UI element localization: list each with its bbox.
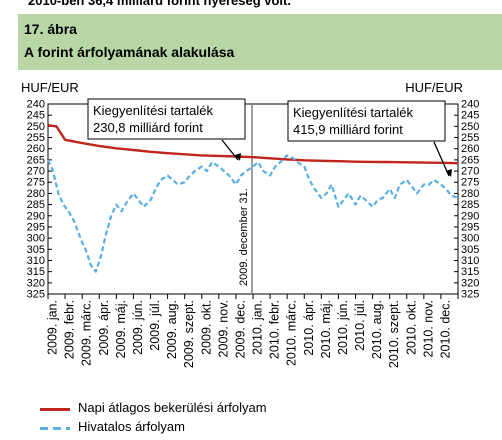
y-tick-label-left: 270 xyxy=(27,166,45,178)
x-tick-label: 2010. febr. xyxy=(268,300,282,359)
x-tick-label: 2010. dec. xyxy=(438,300,452,358)
x-tick-label: 2009. márc. xyxy=(80,300,94,366)
y-tick-label-left: 300 xyxy=(27,233,45,245)
year-end-marker: 2009. december 31. xyxy=(238,104,253,294)
y-tick-label-right: 265 xyxy=(461,154,479,166)
x-tick-label: 2010. nov. xyxy=(421,300,435,357)
annotation-box xyxy=(287,100,446,142)
x-tick-label: 2010. jún. xyxy=(336,300,350,355)
y-tick-label-left: 240 xyxy=(27,99,45,111)
x-axis: 2009. jan. 2009. febr. 2009. márc. 2009. áp… xyxy=(46,294,459,368)
y-tick-label-right: 245 xyxy=(461,110,479,122)
annotation-arrow xyxy=(433,141,450,177)
y-tick-label-left: 285 xyxy=(27,199,45,211)
y-axis-right: 2402452502552602652702752802852902953003… xyxy=(454,99,479,301)
y-tick-label-left: 275 xyxy=(27,177,45,189)
legend-item-napi-atlagos: Napi átlagos bekerülési árfolyam xyxy=(40,400,340,418)
x-tick-label: 2010. jan. xyxy=(251,300,265,355)
y-tick-label-left: 290 xyxy=(27,210,45,222)
figure-header: 17. ábra A forint árfolyamának alakulása xyxy=(18,14,502,70)
y-tick-label-right: 280 xyxy=(461,188,479,200)
y-tick-label-right: 320 xyxy=(461,277,479,289)
y-tick-label-right: 325 xyxy=(461,289,479,301)
x-tick-label: 2009. ápr. xyxy=(97,300,111,356)
x-tick-label: 2010. máj. xyxy=(319,300,333,358)
y-tick-label-left: 255 xyxy=(27,132,45,144)
year-end-marker-label: 2009. december 31. xyxy=(238,188,250,286)
figure-title: A forint árfolyamának alakulása xyxy=(24,44,235,60)
y-tick-label-left: 325 xyxy=(27,289,45,301)
y-unit-left: HUF/EUR xyxy=(21,80,79,95)
y-tick-label-left: 280 xyxy=(27,188,45,200)
page-top-text-content: 2010-ben 36,4 milliárd forint nyereség v… xyxy=(28,0,291,8)
x-tick-label: 2009. nov. xyxy=(216,300,230,357)
x-tick-label: 2010. ápr. xyxy=(302,300,316,356)
y-tick-label-right: 270 xyxy=(461,166,479,178)
annotations-group: Kiegyenlítési tartalék 230,8 milliárd for… xyxy=(87,98,452,177)
y-tick-label-right: 295 xyxy=(461,221,479,233)
series-line-napi-atlagos xyxy=(47,124,459,165)
x-tick-label: 2009. aug. xyxy=(165,300,179,359)
annotation-line1: Kiegyenlítési tartalék xyxy=(93,103,213,118)
legend-label: Napi átlagos bekerülési árfolyam xyxy=(78,400,267,415)
y-tick-label-right: 285 xyxy=(461,199,479,211)
y-axis-left: 2402452502552602652702752802852902953003… xyxy=(27,99,52,301)
annotation-line2: 230,8 milliárd forint xyxy=(93,120,203,135)
y-tick-label-right: 310 xyxy=(461,255,479,267)
y-tick-label-left: 260 xyxy=(27,143,45,155)
annotation-arrowhead xyxy=(446,169,452,177)
x-tick-label: 2009. okt. xyxy=(199,300,213,355)
y-tick-label-right: 260 xyxy=(461,143,479,155)
y-tick-label-right: 315 xyxy=(461,266,479,278)
x-tick-label: 2009. jan. xyxy=(46,300,60,355)
x-tick-label: 2010. aug. xyxy=(370,300,384,359)
y-tick-label-right: 290 xyxy=(461,210,479,222)
x-tick-label: 2010. márc. xyxy=(285,300,299,366)
x-tick-label: 2009. máj. xyxy=(114,300,128,358)
x-tick-label: 2009. szept. xyxy=(182,300,196,368)
legend-swatch-solid xyxy=(40,408,70,411)
y-tick-label-left: 245 xyxy=(27,110,45,122)
y-tick-label-left: 265 xyxy=(27,154,45,166)
y-tick-label-left: 250 xyxy=(27,121,45,133)
y-tick-label-right: 300 xyxy=(461,233,479,245)
annotation-arrow xyxy=(221,139,239,161)
x-tick-label: 2009. dec. xyxy=(233,300,247,358)
y-tick-label-right: 250 xyxy=(461,121,479,133)
y-tick-label-right: 305 xyxy=(461,244,479,256)
y-tick-label-left: 320 xyxy=(27,277,45,289)
legend-label: Hivatalos árfolyam xyxy=(78,419,185,434)
series-group xyxy=(46,124,459,273)
y-tick-label-right: 240 xyxy=(461,99,479,111)
x-tick-label: 2009. jún. xyxy=(131,300,145,355)
page-top-text: 2010-ben 36,4 milliárd forint nyereség v… xyxy=(0,0,502,14)
x-tick-label: 2009. febr. xyxy=(63,300,77,359)
annotation-line1: Kiegyenlítési tartalék xyxy=(293,105,413,120)
x-tick-label: 2010. okt. xyxy=(404,300,418,355)
legend-swatch-dashed xyxy=(40,427,70,430)
y-unit-right: HUF/EUR xyxy=(405,80,463,95)
annotation-box xyxy=(87,98,246,140)
y-tick-label-right: 255 xyxy=(461,132,479,144)
y-tick-label-left: 315 xyxy=(27,266,45,278)
x-tick-label: 2010. szept. xyxy=(387,300,401,368)
legend-item-hivatalos: Hivatalos árfolyam xyxy=(40,419,340,437)
annotation-arrowhead xyxy=(235,153,241,161)
annotation-line2: 415,9 milliárd forint xyxy=(293,122,403,137)
x-tick-label: 2009. júl. xyxy=(148,300,162,351)
y-tick-label-left: 305 xyxy=(27,244,45,256)
y-tick-label-right: 275 xyxy=(461,177,479,189)
figure-number: 17. ábra xyxy=(24,21,77,37)
y-tick-label-left: 295 xyxy=(27,221,45,233)
x-tick-label: 2010. júl. xyxy=(353,300,367,351)
y-tick-label-left: 310 xyxy=(27,255,45,267)
series-line-hivatalos xyxy=(46,154,459,273)
